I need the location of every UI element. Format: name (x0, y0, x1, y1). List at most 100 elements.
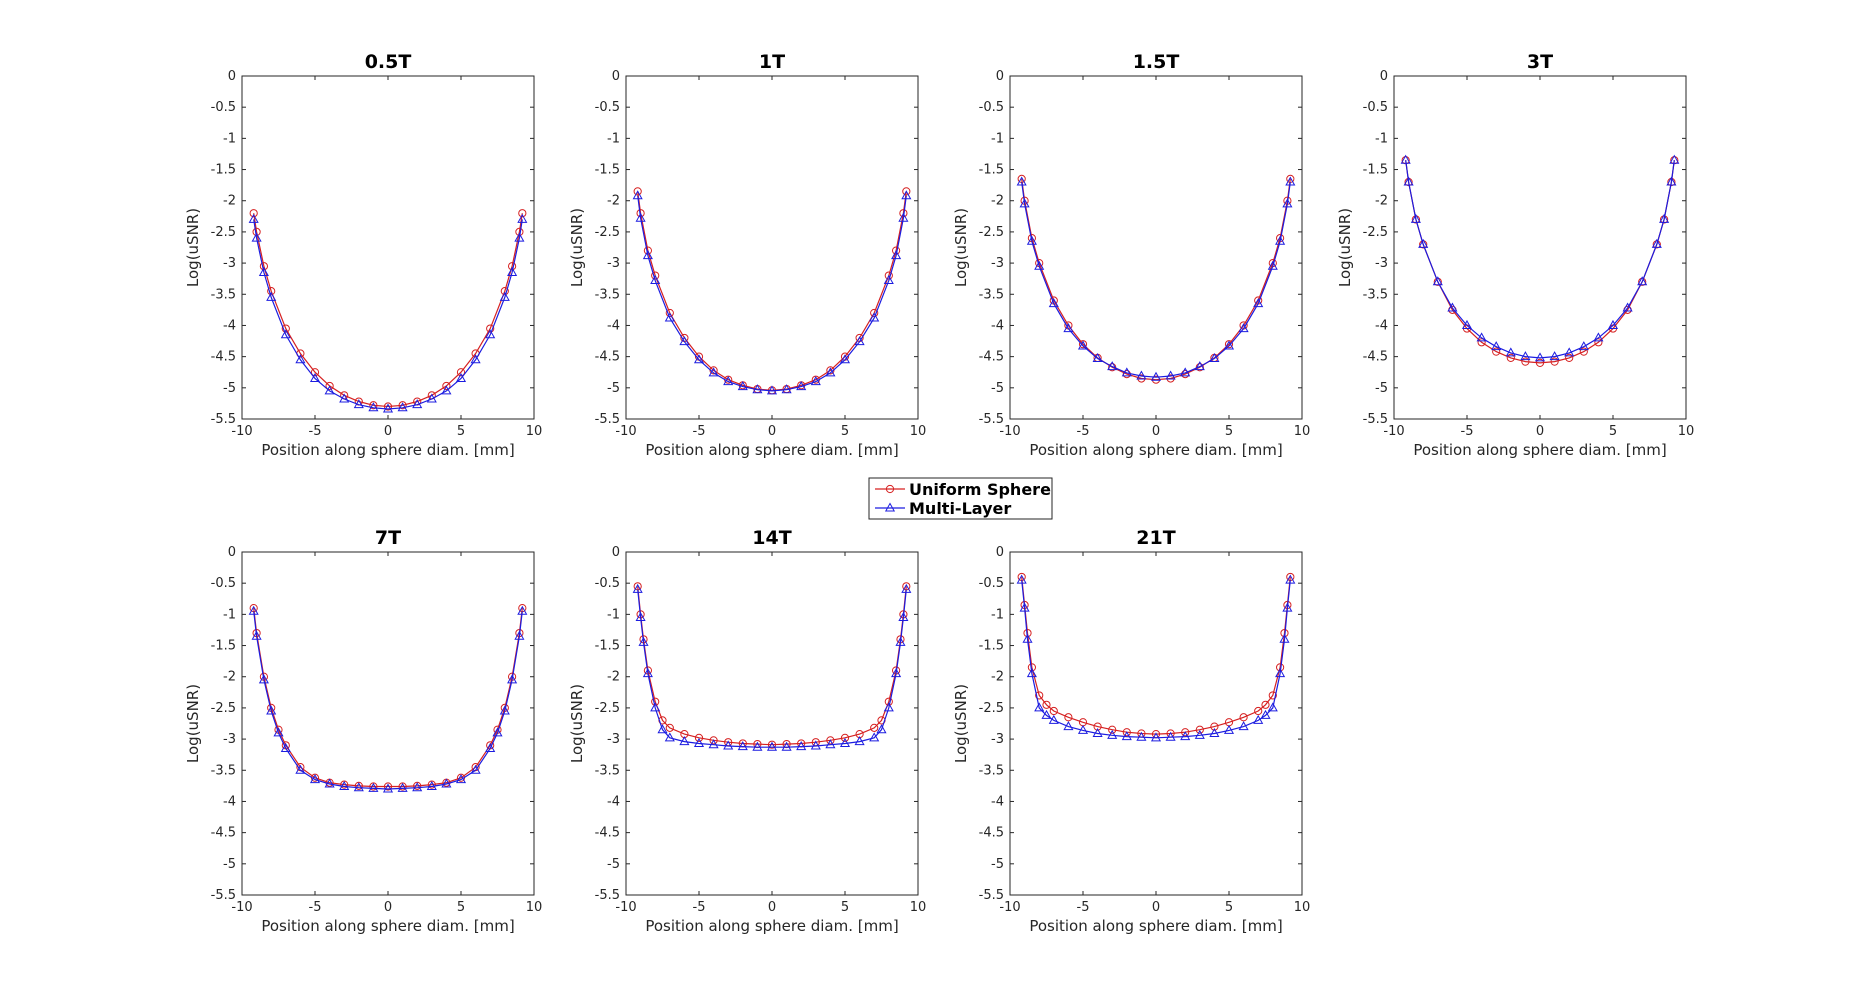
marker-multilayer-21t (1282, 602, 1293, 612)
marker-multilayer-1p5t (1016, 176, 1027, 186)
marker-multilayer-1p5t (1150, 371, 1162, 381)
marker-multilayer-0p5t (514, 232, 525, 242)
x-tick-label-7t: 0 (384, 900, 392, 915)
y-tick-label-21t: -4.5 (979, 826, 1004, 841)
marker-uniform-3t (1477, 338, 1486, 347)
marker-multilayer-3t (1578, 341, 1589, 351)
x-tick-label-1p5t: 10 (1294, 424, 1311, 439)
marker-multilayer-3t (1622, 302, 1633, 312)
marker-uniform-0p5t (281, 324, 290, 333)
y-tick-label-1p5t: -1 (991, 131, 1004, 146)
y-tick-label-3t: -1 (1375, 131, 1388, 146)
marker-multilayer-0p5t (499, 291, 510, 301)
y-tick-label-1p5t: -2 (991, 194, 1004, 209)
marker-multilayer-3t (1669, 154, 1680, 164)
legend-multilayer-label: Multi-Layer (909, 499, 1011, 518)
marker-multilayer-0p5t (507, 266, 518, 276)
y-tick-label-14t: -2 (607, 670, 620, 685)
legend: Uniform Sphere Multi-Layer (868, 477, 1053, 520)
x-tick-label-1p5t: -10 (999, 424, 1020, 439)
marker-uniform-21t (1268, 691, 1277, 700)
y-tick-label-1p5t: -5 (991, 381, 1004, 396)
y-tick-label-0p5t: -3 (223, 256, 236, 271)
marker-multilayer-21t (1275, 668, 1286, 678)
panel-1p5t: 0 -0.5 -1 -1.5 -2 -2.5 -3 -3.5 -4 -4.5 -5 -5.5-10 -5… (952, 51, 1310, 459)
legend-uniform-marker (885, 484, 895, 494)
legend-box (868, 477, 1053, 520)
y-tick-label-21t: -5 (991, 857, 1004, 872)
x-tick-label-14t: 10 (910, 900, 927, 915)
y-tick-label-21t: -5.5 (979, 888, 1004, 903)
marker-multilayer-21t (1136, 731, 1147, 741)
marker-uniform-21t (1042, 700, 1051, 709)
marker-multilayer-7t (295, 764, 306, 774)
marker-multilayer-7t (280, 742, 291, 752)
marker-multilayer-3t (1505, 347, 1516, 357)
marker-multilayer-3t (1593, 332, 1604, 342)
marker-uniform-14t (665, 723, 674, 732)
marker-multilayer-7t (470, 764, 481, 774)
marker-uniform-1t (633, 187, 642, 196)
y-tick-label-0p5t: -1.5 (211, 163, 236, 178)
x-axis-label-1t: Position along sphere diam. [mm] (645, 441, 898, 459)
panel-title-1p5t: 1.5T (1133, 51, 1180, 73)
marker-multilayer-0p5t (339, 393, 350, 403)
marker-uniform-0p5t (456, 368, 466, 377)
x-tick-label-21t: 5 (1225, 900, 1233, 915)
marker-multilayer-1p5t (1267, 260, 1278, 270)
marker-multilayer-7t (517, 605, 528, 615)
axes-box-1p5t (1009, 75, 1303, 420)
y-tick-label-21t: -1 (991, 607, 1004, 622)
y-axis-label-1p5t: Log(uSNR) (952, 208, 970, 287)
series-line-uniform-1p5t (1021, 178, 1291, 381)
x-tick-label-1t: -10 (615, 424, 636, 439)
series-line-multilayer-1p5t (1021, 181, 1291, 378)
marker-multilayer-3t (1651, 238, 1662, 248)
marker-multilayer-14t (883, 702, 894, 712)
x-tick-label-0p5t: 0 (384, 424, 392, 439)
y-tick-label-7t: -2 (223, 670, 236, 685)
marker-multilayer-7t (485, 742, 496, 752)
y-tick-label-1p5t: -3.5 (979, 287, 1004, 302)
axes-box-3t (1393, 75, 1687, 420)
marker-multilayer-21t (1267, 702, 1278, 712)
marker-uniform-21t (1049, 706, 1058, 716)
axes-box-21t (1009, 551, 1303, 896)
y-tick-label-0p5t: -3.5 (211, 287, 236, 302)
marker-multilayer-7t (324, 778, 335, 788)
x-tick-label-21t: 0 (1152, 900, 1160, 915)
series-line-multilayer-1t (637, 195, 907, 392)
marker-uniform-21t (1108, 725, 1117, 734)
y-tick-label-7t: -1 (223, 607, 236, 622)
marker-uniform-1t (902, 187, 911, 196)
marker-uniform-0p5t (500, 287, 509, 296)
marker-multilayer-14t (638, 636, 649, 646)
marker-multilayer-3t (1491, 341, 1502, 351)
marker-uniform-21t (1261, 700, 1270, 709)
y-tick-label-7t: -3.5 (211, 763, 236, 778)
marker-multilayer-0p5t (517, 213, 528, 223)
marker-uniform-3t (1535, 358, 1545, 367)
marker-multilayer-3t (1520, 351, 1531, 361)
marker-multilayer-1p5t (1209, 352, 1220, 363)
y-tick-label-21t: -3 (991, 732, 1004, 747)
marker-multilayer-7t (273, 727, 284, 737)
marker-multilayer-21t (1019, 602, 1030, 612)
marker-multilayer-14t (657, 724, 668, 734)
marker-uniform-3t (1506, 353, 1515, 362)
panels: 0-0.5-1-1.5-2-2.5-3-3.5-4-4.5-5-5.5-10 -5… (184, 51, 1694, 935)
marker-multilayer-21t (1150, 732, 1162, 742)
marker-multilayer-14t (642, 668, 653, 678)
marker-multilayer-21t (1022, 633, 1033, 643)
x-axis-label-0p5t: Position along sphere diam. [mm] (261, 441, 514, 459)
marker-multilayer-7t (514, 630, 525, 640)
y-tick-label-1t: -2.5 (595, 225, 620, 240)
y-tick-label-7t: -0.5 (211, 576, 236, 591)
marker-multilayer-21t (1285, 574, 1296, 584)
marker-multilayer-7t (266, 705, 277, 715)
marker-multilayer-1t (839, 354, 851, 364)
y-tick-label-1t: 0 (612, 69, 620, 84)
marker-uniform-0p5t (442, 381, 451, 391)
marker-multilayer-1t (825, 367, 836, 377)
y-tick-label-7t: -4 (223, 794, 236, 809)
